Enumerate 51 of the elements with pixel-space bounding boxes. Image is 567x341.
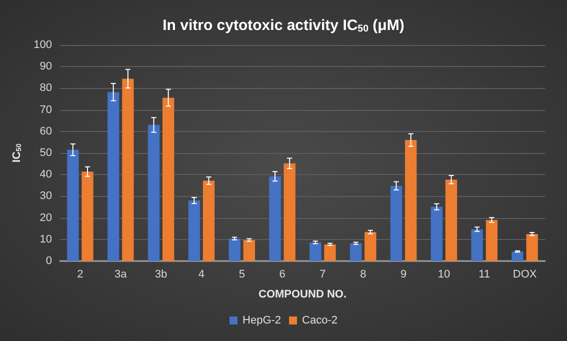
bar: [107, 92, 120, 261]
x-axis-title: COMPOUND NO.: [258, 288, 346, 300]
y-tick-label: 70: [40, 104, 52, 116]
x-tick-label: 2: [77, 268, 84, 280]
bar: [526, 234, 538, 261]
x-tick-label: 4: [198, 268, 205, 280]
bar: [471, 229, 483, 261]
x-tick-label: 3b: [154, 268, 168, 280]
x-tick-label: DOX: [512, 268, 538, 280]
x-tick-label: 7: [320, 268, 326, 280]
y-tick-label: 10: [40, 233, 52, 246]
x-tick-label: 6: [279, 268, 286, 280]
bar: [82, 172, 94, 261]
chart-title: In vitro cytotoxic activity IC50 (μM): [162, 16, 404, 34]
bar: [269, 176, 281, 261]
y-tick-label: 40: [40, 168, 52, 181]
x-tick-label: 10: [438, 268, 450, 280]
bar: [284, 163, 296, 261]
bar: [310, 242, 322, 261]
bar: [188, 200, 200, 261]
y-tick-label: 30: [40, 190, 52, 202]
bar: [243, 240, 256, 261]
bar: [486, 220, 498, 261]
legend-label: Caco-2: [302, 314, 338, 326]
bar: [430, 206, 442, 261]
x-tick-label: 9: [400, 268, 407, 280]
bar: [228, 238, 240, 261]
bar: [364, 232, 376, 261]
y-tick-label: 100: [34, 39, 52, 51]
y-tick-label: 60: [40, 125, 52, 138]
y-tick-label: 0: [46, 255, 52, 267]
y-tick-label: 20: [40, 212, 52, 224]
x-tick-label: 3a: [114, 268, 128, 280]
bar: [324, 244, 336, 261]
bar: [350, 243, 362, 261]
bar: [148, 124, 160, 261]
bar: [202, 180, 215, 261]
bar: [162, 98, 174, 261]
x-tick-label: 5: [238, 268, 245, 280]
y-tick-label: 50: [40, 147, 52, 159]
bar: [122, 78, 134, 261]
x-tick-label: 11: [478, 268, 490, 280]
bar: [390, 186, 402, 261]
bar: [445, 180, 458, 261]
bar: [67, 150, 79, 261]
y-tick-label: 90: [40, 60, 52, 73]
y-tick-label: 80: [40, 82, 52, 94]
bar: [512, 251, 524, 261]
bar: [405, 140, 417, 261]
x-tick-label: 8: [360, 268, 366, 280]
legend-label: HepG-2: [242, 314, 282, 326]
